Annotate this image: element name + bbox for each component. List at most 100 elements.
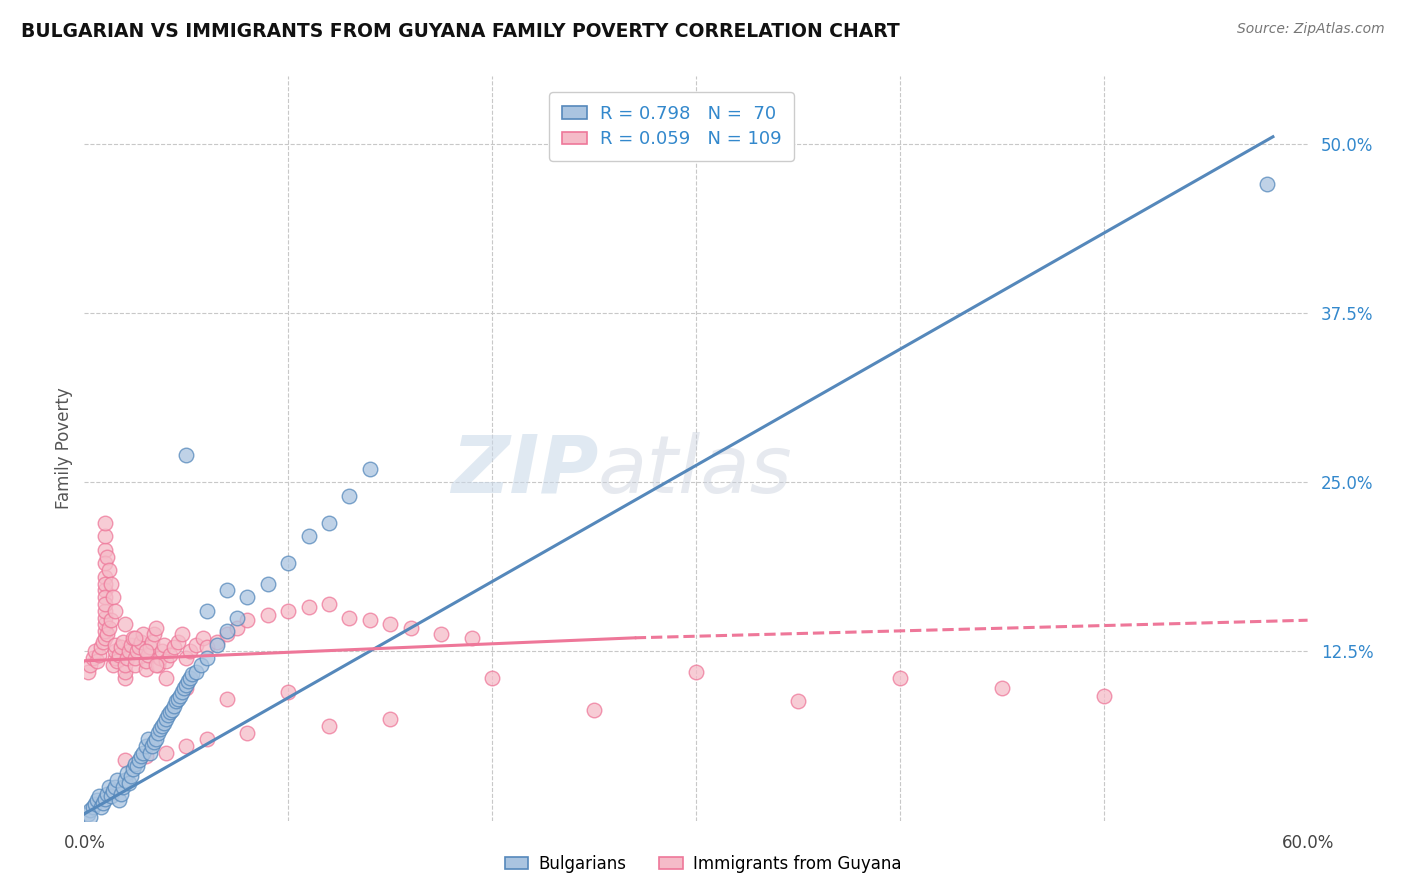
Point <box>96 626 118 640</box>
Point <box>186 665 208 679</box>
Point <box>165 694 187 708</box>
Point <box>179 644 201 658</box>
Point <box>120 769 142 783</box>
Point <box>105 772 128 787</box>
Point <box>217 624 239 638</box>
Point <box>155 712 177 726</box>
Point <box>136 732 159 747</box>
Point <box>583 703 606 717</box>
Point <box>135 748 157 763</box>
Point <box>96 787 118 801</box>
Point <box>179 672 201 686</box>
Point <box>236 725 259 739</box>
Point <box>153 638 176 652</box>
Point <box>149 722 172 736</box>
Point <box>83 797 105 812</box>
Point <box>104 780 127 794</box>
Point <box>174 739 197 753</box>
Point <box>135 739 157 753</box>
Point <box>118 775 141 789</box>
Point <box>124 631 146 645</box>
Point <box>97 621 120 635</box>
Point <box>79 657 101 672</box>
Point <box>104 651 127 665</box>
Point <box>195 640 218 655</box>
Point <box>93 597 115 611</box>
Point <box>155 654 177 668</box>
Point <box>131 748 153 763</box>
Point <box>174 678 197 692</box>
Point <box>90 640 112 655</box>
Point <box>167 691 190 706</box>
Point <box>277 685 299 699</box>
Point <box>191 631 214 645</box>
Point <box>195 732 218 747</box>
Point <box>195 651 218 665</box>
Point <box>104 644 127 658</box>
Point <box>93 529 115 543</box>
Point <box>298 599 321 614</box>
Point <box>87 789 110 804</box>
Point <box>172 626 194 640</box>
Point <box>174 448 197 462</box>
Point <box>318 719 340 733</box>
Point <box>380 712 402 726</box>
Point <box>142 626 165 640</box>
Point <box>205 638 228 652</box>
Point <box>181 667 204 681</box>
Point <box>318 516 340 530</box>
Point <box>83 644 105 658</box>
Point <box>104 638 127 652</box>
Point <box>138 746 160 760</box>
Point <box>132 746 155 760</box>
Point <box>112 635 135 649</box>
Point <box>174 681 197 695</box>
Point <box>93 583 115 598</box>
Point <box>112 780 135 794</box>
Point <box>114 665 136 679</box>
Point <box>93 617 115 632</box>
Point <box>128 640 150 655</box>
Point <box>100 613 122 627</box>
Point <box>114 672 136 686</box>
Point <box>195 604 218 618</box>
Point <box>226 621 249 635</box>
Point <box>277 557 299 571</box>
Point <box>105 654 128 668</box>
Point <box>205 635 228 649</box>
Point <box>190 657 212 672</box>
Point <box>339 610 361 624</box>
Text: atlas: atlas <box>598 432 793 509</box>
Point <box>93 604 115 618</box>
Point <box>136 648 159 663</box>
Point <box>101 784 124 798</box>
Point <box>430 626 453 640</box>
Point <box>481 672 503 686</box>
Point <box>91 796 114 810</box>
Y-axis label: Family Poverty: Family Poverty <box>55 387 73 509</box>
Point <box>318 597 340 611</box>
Point <box>257 607 280 622</box>
Point <box>1092 689 1115 703</box>
Point <box>132 626 155 640</box>
Point <box>236 613 259 627</box>
Point <box>101 657 124 672</box>
Point <box>118 644 141 658</box>
Text: BULGARIAN VS IMMIGRANTS FROM GUYANA FAMILY POVERTY CORRELATION CHART: BULGARIAN VS IMMIGRANTS FROM GUYANA FAMI… <box>21 22 900 41</box>
Point <box>217 583 239 598</box>
Point <box>153 716 176 731</box>
Point <box>77 665 100 679</box>
Point <box>155 746 177 760</box>
Point <box>120 638 142 652</box>
Point <box>93 516 115 530</box>
Point <box>131 635 153 649</box>
Point <box>110 640 132 655</box>
Point <box>169 689 191 703</box>
Point <box>82 651 104 665</box>
Point <box>97 563 120 577</box>
Point <box>160 703 183 717</box>
Point <box>142 735 165 749</box>
Point <box>380 617 402 632</box>
Text: Source: ZipAtlas.com: Source: ZipAtlas.com <box>1237 22 1385 37</box>
Point <box>145 621 167 635</box>
